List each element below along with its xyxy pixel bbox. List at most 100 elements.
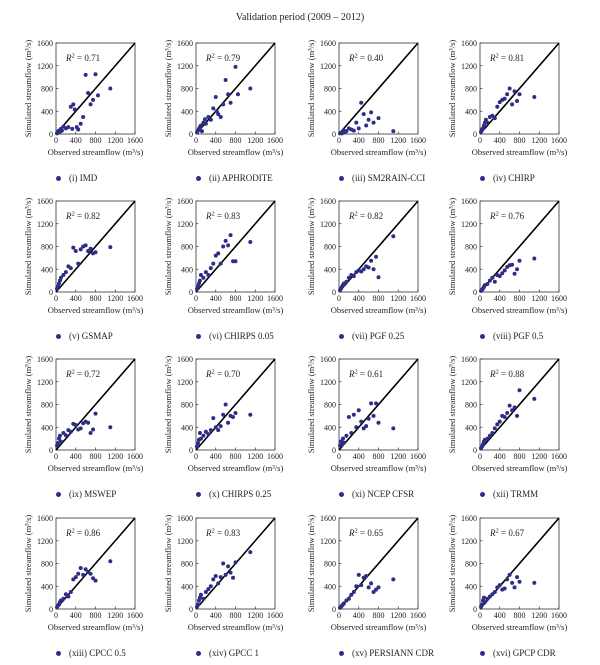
y-tick-label: 1600 [461,355,477,364]
data-point [341,601,346,606]
data-point [485,282,490,287]
data-point [356,408,361,413]
y-tick-label: 1200 [177,378,193,387]
data-point [59,128,64,133]
r2-annotation: R2 = 0.61 [348,369,383,380]
data-point [502,586,507,591]
y-tick-label: 0 [332,130,336,139]
data-point [391,426,396,431]
data-point [354,584,359,589]
legend-dot-icon [480,650,485,656]
panel-caption: (iii) SM2RAIN-CCI [283,173,433,183]
data-point [95,93,100,98]
data-point [366,117,371,122]
scatter-plot: 00 400 400 800 800 1200 1200 1600 1600 R2 = 0.82 O… [306,197,426,315]
y-axis-label: Simulated streamflow (m³/s) [306,198,316,296]
x-tick-label: 400 [210,611,222,620]
data-point [55,441,60,446]
legend-dot-icon [480,491,485,497]
x-axis-label: Observed streamflow (m³/s) [188,622,284,632]
data-point [88,246,93,251]
x-tick-label: 800 [373,452,385,461]
data-point [361,267,366,272]
x-tick-label: 0 [337,452,341,461]
data-point [485,120,490,125]
y-tick-label: 800 [41,243,53,252]
data-point [515,99,520,104]
data-point [198,272,203,277]
y-tick-label: 400 [324,423,336,432]
scatter-panel: 0 0 400 400 800 800 1200 1200 1600 1600 R2 = 0.86 O… [0,505,150,665]
one-to-one-line [55,42,136,135]
data-point [364,424,369,429]
x-tick-label: 1600 [127,611,143,620]
panel-caption: (i) IMD [0,173,150,183]
y-tick-label: 1600 [177,197,193,206]
x-axis-label: Observed streamflow (m³/s) [188,147,284,157]
y-tick-label: 1200 [461,537,477,546]
y-tick-label: 800 [465,560,477,569]
data-point [510,102,515,107]
y-tick-label: 1200 [461,378,477,387]
data-point [517,92,522,97]
scatter-plot: 00 400 400 800 800 1200 1200 1600 1600 R2 = 0.40 O… [306,39,426,157]
r2-annotation: R2 = 0.82 [65,211,100,222]
data-point [93,72,98,77]
data-point [223,402,228,407]
data-point [369,401,374,406]
data-point [235,92,240,97]
data-point [198,592,203,597]
scatter-panel: 0 0 400 400 800 800 1200 1200 1600 1600 R2 = 0.72 O… [0,346,150,506]
data-point [344,279,349,284]
r2-annotation: R2 = 0.72 [65,369,100,380]
data-point [206,114,211,119]
y-tick-label: 0 [49,130,53,139]
x-tick-label: 1600 [127,136,143,145]
data-point [515,267,520,272]
scatter-plot: 00 400 400 800 800 1200 1200 1600 1600 R2 = 0.82 O… [23,197,143,315]
data-point [364,123,369,128]
data-point [492,279,497,284]
y-axis-label: Simulated streamflow (m³/s) [163,198,173,296]
y-tick-label: 1200 [461,220,477,229]
scatter-plot: 00 400 400 800 800 1200 1200 1600 1600 R2 = 0.83 O… [163,197,283,315]
data-point [108,245,113,250]
data-point [197,278,202,283]
r2-annotation: R2 = 0.40 [348,53,384,64]
data-point [248,86,253,91]
x-tick-label: 1200 [390,452,406,461]
panel-caption-text: (i) IMD [69,173,98,183]
data-point [203,270,208,275]
x-tick-label: 1600 [410,611,426,620]
data-point [517,258,522,263]
data-point [248,412,253,417]
x-tick-label: 1600 [551,611,567,620]
scatter-panel: 0 0 400 400 800 800 1200 1200 1600 1600 R2 = 0.76 O… [424,188,574,348]
x-tick-label: 400 [353,294,365,303]
data-point [231,575,236,580]
data-point [502,96,507,101]
panel-caption: (iv) CHIRP [424,173,574,183]
one-to-one-line [338,42,419,135]
y-tick-label: 800 [181,85,193,94]
y-axis-label: Simulated streamflow (m³/s) [163,356,173,454]
one-to-one-line [55,517,136,610]
y-tick-label: 800 [324,560,336,569]
data-point [351,128,356,133]
data-point [211,577,216,582]
y-tick-label: 0 [189,605,193,614]
data-point [490,430,495,435]
data-point [487,278,492,283]
data-point [208,266,213,271]
y-tick-label: 800 [324,85,336,94]
data-point [505,92,510,97]
x-axis-label: Observed streamflow (m³/s) [472,463,568,473]
data-point [218,261,223,266]
data-point [359,583,364,588]
scatter-plot: 00 400 400 800 800 1200 1200 1600 1600 R2 = 0.61 O… [306,355,426,473]
y-tick-label: 0 [473,288,477,297]
data-point [512,89,517,94]
r2-annotation: R2 = 0.71 [65,53,100,64]
y-tick-label: 1200 [37,62,53,71]
panel-caption: (xvi) GPCP CDR [424,648,574,658]
